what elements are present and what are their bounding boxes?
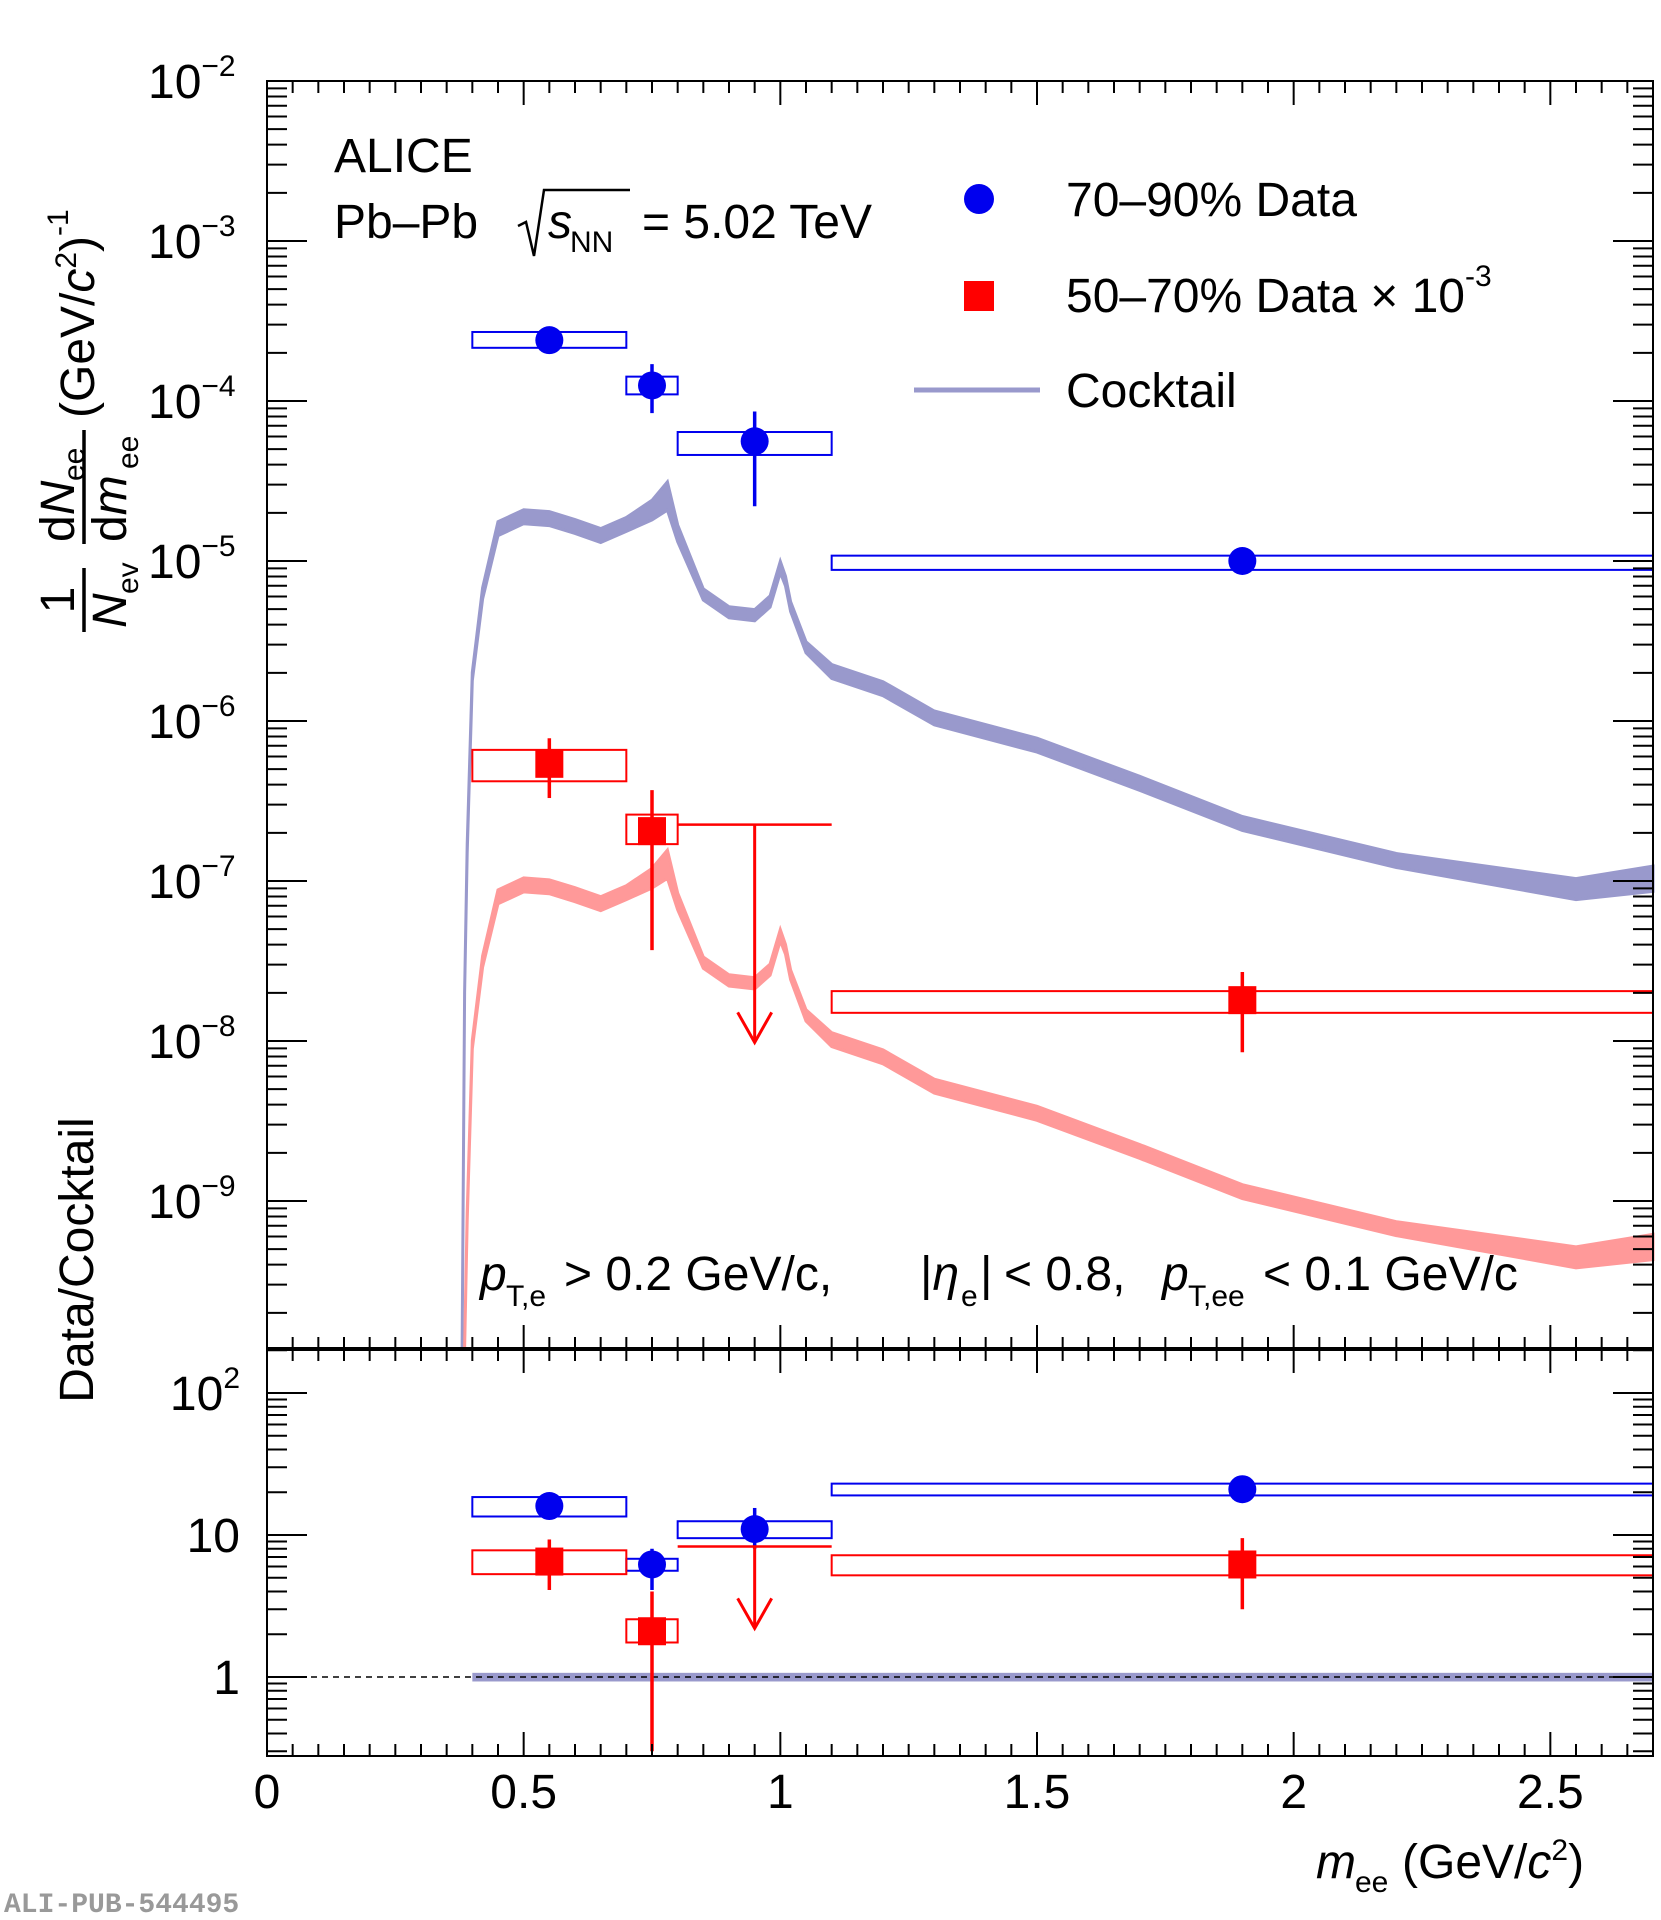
top-point-50-70 <box>638 817 666 846</box>
svg-text:Pb–Pb: Pb–Pb <box>334 196 478 249</box>
ratio-y-tick-label: 1 <box>213 1652 240 1705</box>
ylabel-nev: N <box>84 593 137 628</box>
ylabel-dm: dm <box>84 475 137 542</box>
bottom-ylabel: Data/Cocktail <box>51 1117 104 1402</box>
svg-text:T,ee: T,ee <box>1188 1280 1245 1313</box>
watermark: ALI-PUB-544495 <box>4 1890 239 1915</box>
svg-text:e: e <box>961 1280 978 1313</box>
svg-text:s: s <box>548 196 572 249</box>
ratio-point-50-70 <box>638 1617 666 1646</box>
ylabel-units: (GeV/c2)-1 <box>42 209 105 418</box>
cuts-label: p T,e > 0.2 GeV/c, |η e | < 0.8, p T,ee … <box>478 1248 1518 1313</box>
xlabel: m ee (GeV/c2) <box>1316 1834 1584 1899</box>
top-point-70-90 <box>740 427 769 456</box>
ratio-point-70-90 <box>740 1515 769 1544</box>
x-tick-label: 0.5 <box>490 1766 557 1819</box>
cocktail-band-70-90 <box>460 478 1655 1350</box>
data-points <box>471 326 1654 1752</box>
svg-text:m: m <box>1316 1836 1356 1889</box>
top-point-70-90 <box>1228 547 1257 575</box>
ratio-point-70-90 <box>535 1492 564 1521</box>
x-tick-label: 2 <box>1280 1766 1307 1819</box>
bottom-panel-frame <box>266 1348 1654 1757</box>
top-y-tick-label: 10−9 <box>148 1170 236 1229</box>
svg-text:> 0.2 GeV/c,: > 0.2 GeV/c, <box>564 1248 832 1301</box>
top-y-tick-label: 10−6 <box>148 690 236 749</box>
top-point-50-70 <box>1228 986 1257 1015</box>
legend: 70–90% Data 50–70% Data × 10-3 Cocktail <box>914 174 1492 418</box>
svg-text:NN: NN <box>570 226 613 259</box>
ylabel-dm-sub: ee <box>112 436 145 469</box>
svg-text:= 5.02 TeV: = 5.02 TeV <box>642 196 872 249</box>
ratio-y-tick-label: 102 <box>170 1362 240 1421</box>
axes: 0 0.5 1 1.5 2 2.5 10−2 10−3 10−4 10−5 10−6 10−7 10−8… <box>148 50 1654 1819</box>
top-ylabel: 1 N ev dN ee dm ee (GeV/c2)-1 <box>32 209 145 632</box>
legend-label-cocktail: Cocktail <box>1066 365 1237 418</box>
legend-label-70-90: 70–90% Data <box>1066 174 1357 227</box>
top-y-tick-label: 10−4 <box>148 370 236 429</box>
ratio-upper-limit-arrow-50-70 <box>736 1597 773 1632</box>
top-point-70-90 <box>638 371 666 400</box>
svg-text:|: | <box>980 1248 992 1301</box>
top-upper-limit-arrow-50-70 <box>736 1011 773 1046</box>
svg-text:< 0.8,: < 0.8, <box>1004 1248 1125 1301</box>
x-tick-label: 0 <box>254 1766 281 1819</box>
svg-text:(GeV/c2): (GeV/c2) <box>1402 1834 1584 1889</box>
ratio-y-tick-label: 10 <box>187 1510 240 1563</box>
top-y-tick-label: 10−3 <box>148 210 236 269</box>
svg-text:< 0.1 GeV/c: < 0.1 GeV/c <box>1263 1248 1518 1301</box>
top-y-tick-label: 10−2 <box>148 50 236 109</box>
svg-text:|η: |η <box>920 1248 959 1301</box>
top-y-tick-label: 10−7 <box>148 850 236 909</box>
legend-marker-70-90 <box>964 184 994 214</box>
experiment-label: ALICE <box>334 130 473 183</box>
x-tick-label: 1 <box>767 1766 794 1819</box>
x-tick-label: 2.5 <box>1517 1766 1584 1819</box>
ylabel-nev-sub: ev <box>112 562 145 594</box>
sqrt-symbol <box>517 188 630 257</box>
top-y-tick-label: 10−8 <box>148 1010 236 1069</box>
ratio-point-50-70 <box>535 1547 564 1576</box>
top-point-70-90 <box>535 326 564 355</box>
svg-text:T,e: T,e <box>506 1280 546 1313</box>
top-y-tick-label: 10−5 <box>148 530 236 589</box>
ratio-point-70-90 <box>1228 1475 1257 1504</box>
svg-text:ee: ee <box>1355 1866 1388 1899</box>
legend-marker-50-70 <box>964 281 994 311</box>
system-label: Pb–Pb s NN = 5.02 TeV <box>334 188 872 259</box>
ylabel-one: 1 <box>32 587 85 614</box>
top-point-50-70 <box>535 749 564 778</box>
legend-label-50-70: 50–70% Data × 10-3 <box>1066 260 1492 323</box>
svg-text:p: p <box>478 1248 507 1301</box>
ratio-point-50-70 <box>1228 1550 1257 1579</box>
x-tick-label: 1.5 <box>1004 1766 1071 1819</box>
svg-text:p: p <box>1160 1248 1189 1301</box>
ylabel-dn: dN <box>32 480 85 542</box>
cocktail-bands <box>460 478 1655 1682</box>
ratio-point-70-90 <box>638 1550 666 1579</box>
